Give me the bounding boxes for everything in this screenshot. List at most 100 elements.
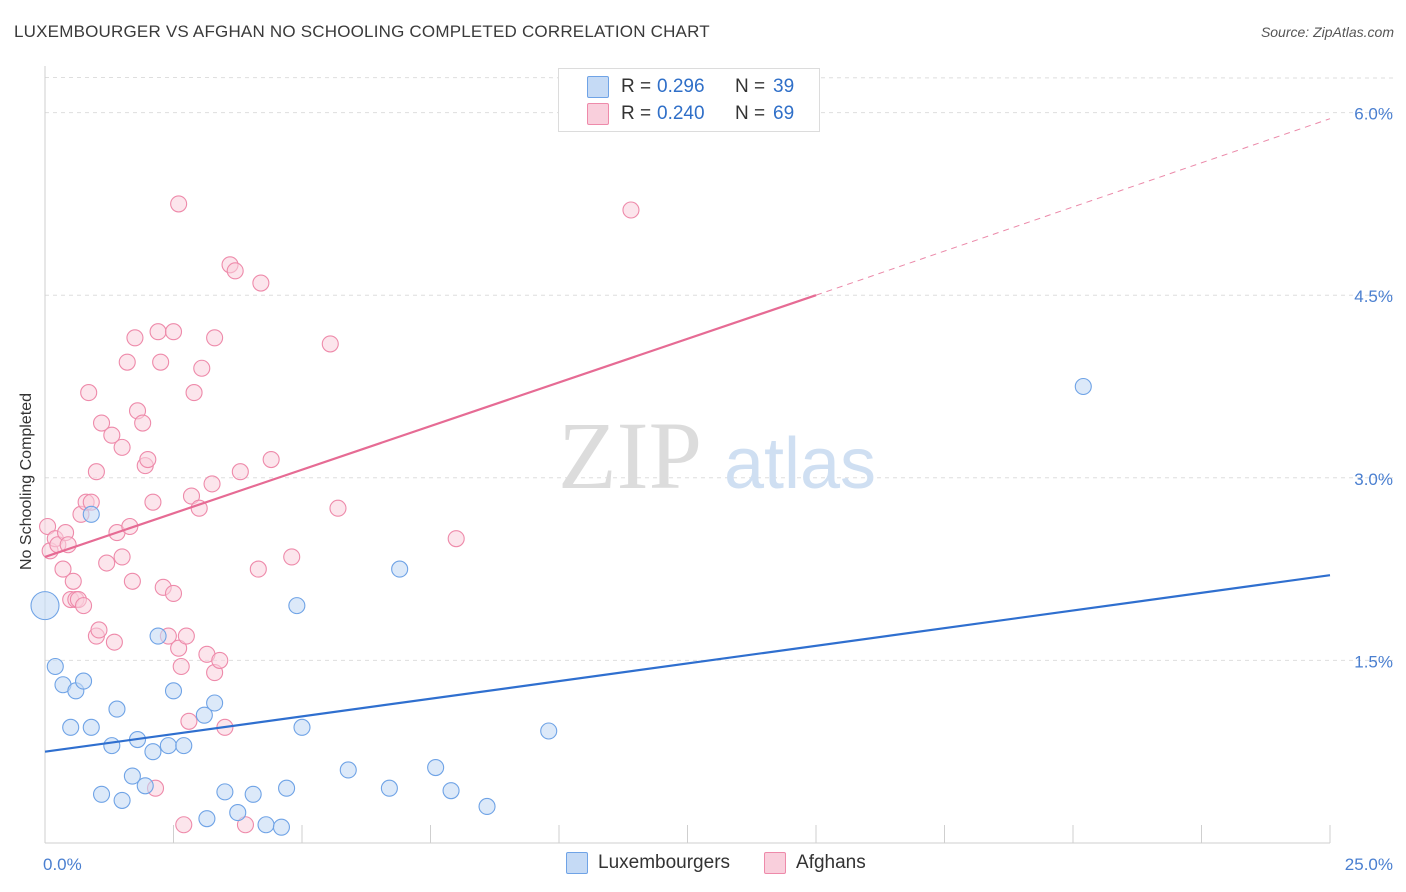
watermark: ZIP atlas <box>558 402 876 509</box>
y-tick-label: 1.5% <box>1354 652 1393 671</box>
afghan-point <box>182 487 201 505</box>
afghan-point <box>231 463 249 481</box>
afghan-point <box>139 450 157 469</box>
afghan-point <box>211 651 229 669</box>
afghan-point <box>206 329 224 347</box>
afghan-point <box>170 195 188 213</box>
luxembourger-point <box>198 810 216 828</box>
luxembourger-point <box>62 718 80 736</box>
y-tick-label: 4.5% <box>1354 287 1393 306</box>
afghan-point <box>118 353 136 371</box>
luxembourger-point <box>92 785 111 803</box>
afghan-point <box>164 323 183 341</box>
luxembourger-point <box>540 722 558 740</box>
afghan-point <box>283 548 301 566</box>
afghan-point <box>203 475 221 493</box>
y-axis-label: No Schooling Completed <box>18 393 35 570</box>
luxembourger-point <box>380 779 398 797</box>
luxembourger-point <box>339 761 357 779</box>
tick-labels: 1.5% 3.0% 4.5% 6.0% 0.0% 25.0% <box>43 105 1393 874</box>
luxembourger-trend-line <box>44 574 1331 753</box>
legend-swatch-pink <box>587 103 609 125</box>
afghan-point <box>144 493 162 511</box>
afghan-point <box>113 548 131 566</box>
luxembourger-point <box>103 737 121 755</box>
luxembourger-point <box>478 797 496 816</box>
legend-label-luxembourgers: Luxembourgers <box>598 852 731 873</box>
legend-n-label: N = <box>735 103 766 124</box>
watermark-zip: ZIP <box>558 402 702 509</box>
legend-item-luxembourgers[interactable]: Luxembourgers <box>566 852 730 874</box>
afghan-point <box>90 621 108 639</box>
luxembourger-point <box>216 783 234 801</box>
y-tick-label: 3.0% <box>1354 470 1393 489</box>
afghan-point <box>329 499 347 517</box>
afghan-point <box>172 657 190 676</box>
afghan-point <box>193 359 211 377</box>
afghan-point <box>236 816 255 834</box>
afghan-point <box>105 633 123 651</box>
luxembourger-point <box>108 700 126 718</box>
luxembourger-point <box>149 627 167 645</box>
afghan-point <box>177 627 195 645</box>
legend-n-value: 39 <box>773 76 795 97</box>
afghan-point <box>98 554 116 572</box>
luxembourger-point <box>391 560 409 578</box>
chart-title: LUXEMBOURGER VS AFGHAN NO SCHOOLING COMP… <box>14 22 710 41</box>
luxembourger-point <box>244 785 262 803</box>
luxembourger-point <box>288 597 306 615</box>
afghan-point <box>252 274 270 292</box>
luxembourger-point <box>442 782 460 800</box>
luxembourger-point <box>427 758 445 777</box>
afghan-point <box>123 572 141 590</box>
correlation-legend: R = 0.296 N = 39 R = 0.240 N = 69 <box>558 68 820 132</box>
axes <box>44 66 1331 844</box>
legend-r-label: R = <box>621 76 652 97</box>
afghan-point <box>113 438 131 456</box>
afghan-point <box>226 262 244 280</box>
luxembourger-point <box>159 737 177 755</box>
afghan-point <box>64 572 82 590</box>
afghan-point <box>103 426 121 444</box>
legend-swatch-pink <box>764 852 787 874</box>
afghan-point <box>75 597 93 615</box>
luxembourger-point <box>229 804 247 822</box>
trend-lines <box>44 118 1331 753</box>
legend-r-label: R = <box>621 103 652 124</box>
luxembourger-point <box>123 767 141 785</box>
afghan-point <box>170 639 188 657</box>
luxembourger-point <box>272 818 290 836</box>
legend-r-value: 0.296 <box>657 76 705 97</box>
luxembourger-point <box>164 682 183 700</box>
luxembourger-point <box>257 816 275 834</box>
afghan-point <box>249 560 267 578</box>
legend-r-value: 0.240 <box>657 103 705 124</box>
luxembourger-point <box>1074 377 1092 396</box>
legend-label-afghans: Afghans <box>796 852 866 873</box>
luxembourger-point <box>113 791 131 809</box>
luxembourger-point <box>195 706 213 724</box>
chart-source: Source: ZipAtlas.com <box>1260 24 1394 40</box>
luxembourger-point <box>75 672 93 690</box>
afghan-point <box>185 384 203 402</box>
afghan-point <box>447 530 465 548</box>
y-tick-label: 6.0% <box>1354 105 1393 124</box>
afghan-point <box>164 584 183 602</box>
x-tick-label: 25.0% <box>1345 855 1393 874</box>
data-points <box>30 195 1092 836</box>
luxembourger-point <box>278 779 296 797</box>
luxembourger-point <box>30 591 60 621</box>
watermark-atlas: atlas <box>724 424 876 504</box>
luxembourger-point <box>175 737 193 755</box>
afghan-point <box>54 560 72 578</box>
afghan-point <box>175 816 193 834</box>
luxembourger-point <box>82 505 100 523</box>
afghan-point <box>321 335 339 353</box>
legend-row-afghans: R = 0.240 N = 69 <box>587 102 794 126</box>
luxembourger-point <box>293 718 311 736</box>
legend-item-afghans[interactable]: Afghans <box>764 852 866 874</box>
afghan-point <box>180 712 198 730</box>
afghan-point <box>134 414 152 432</box>
afghan-point <box>80 384 98 402</box>
